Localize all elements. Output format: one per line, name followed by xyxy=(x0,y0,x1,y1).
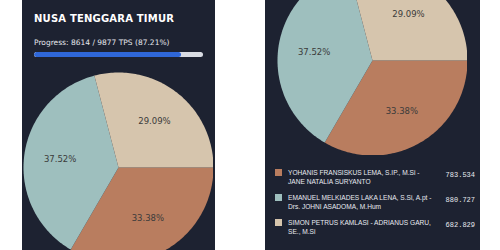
svg-text:33.38%: 33.38% xyxy=(386,106,418,116)
html-text:682.829: 682.829 xyxy=(445,221,475,229)
svg-text:29.09%: 29.09% xyxy=(392,9,424,19)
html-text:Progress: 8614 / 9877 TPS (87.: Progress: 8614 / 9877 TPS (87.21%) xyxy=(34,38,170,47)
svg-text:33.38%: 33.38% xyxy=(132,213,164,223)
html-text:SIMON PETRUS KAMLASI - ADRIANU: SIMON PETRUS KAMLASI - ADRIANUS GARU, SE… xyxy=(288,219,431,235)
svg-text:29.09%: 29.09% xyxy=(138,116,170,126)
html-text:EMANUEL MELKIADES LAKA LENA, S: EMANUEL MELKIADES LAKA LENA, S.Si, A.pt … xyxy=(288,194,432,210)
html-text:783.534: 783.534 xyxy=(445,171,475,179)
html-text:NUSA TENGGARA TIMUR: NUSA TENGGARA TIMUR xyxy=(34,13,175,24)
html-text:880.727: 880.727 xyxy=(445,196,475,204)
svg-text:37.52%: 37.52% xyxy=(44,154,76,164)
svg-text:37.52%: 37.52% xyxy=(298,47,330,57)
html-text:YOHANIS FRANSISKUS LEMA, S.IP.: YOHANIS FRANSISKUS LEMA, S.IP., M.Si - J… xyxy=(288,169,420,185)
